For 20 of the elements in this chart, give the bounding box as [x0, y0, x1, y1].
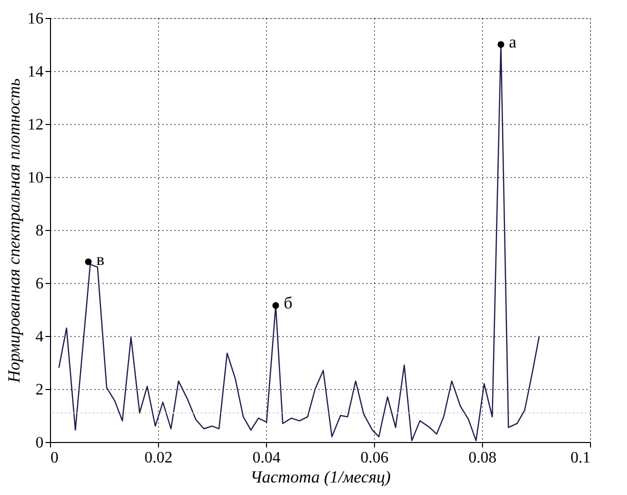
y-axis-title: Нормированная спектральная плотность: [4, 78, 24, 384]
y-tick-label: 2: [36, 382, 44, 398]
x-tick-label: 0.1: [570, 450, 590, 466]
y-tick-label: 14: [28, 64, 44, 80]
y-tick-label: 4: [36, 328, 44, 346]
y-tick-label: 12: [28, 116, 44, 134]
annotation: а: [508, 32, 517, 52]
x-tick-label: 0.06: [360, 450, 388, 466]
annotation: б: [284, 294, 292, 313]
y-tick-label: 10: [28, 170, 44, 186]
y-tick-label: 6: [36, 276, 44, 292]
x-tick-label: 0.02: [144, 450, 172, 466]
y-tick-label: 8: [36, 222, 44, 240]
x-axis-title: Частота (1/месяц): [250, 468, 392, 486]
x-tick-label: 0.08: [468, 450, 496, 466]
x-tick-label: 0.04: [252, 450, 280, 466]
y-tick-label: 16: [28, 10, 44, 28]
y-tick-label: 0: [36, 434, 44, 452]
x-tick-label: 0: [50, 450, 58, 466]
annotation: в: [96, 250, 104, 269]
